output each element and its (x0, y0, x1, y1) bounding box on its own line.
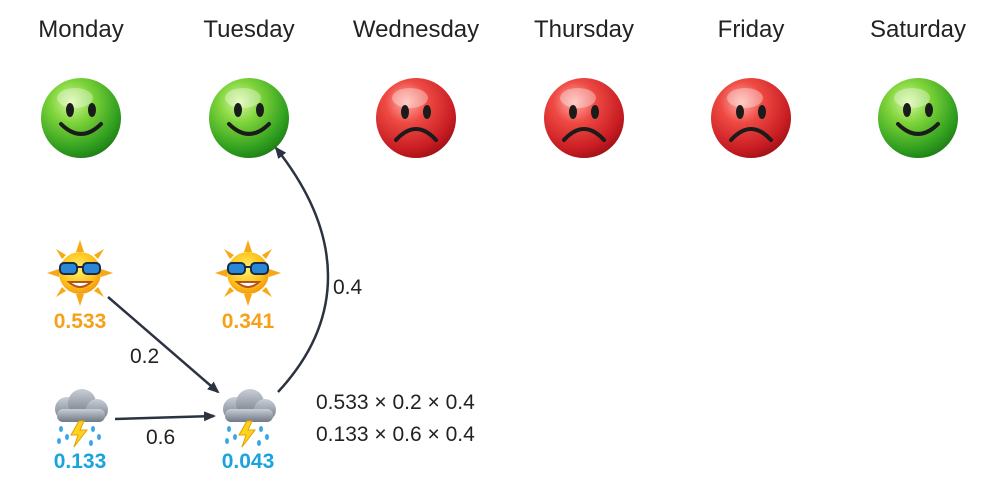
arrow-rainy-to-rainy (114, 411, 216, 422)
happy-face-icon (209, 78, 289, 158)
sun-with-sunglasses-icon (47, 240, 113, 306)
arrow-sunny-to-rainy (107, 296, 220, 394)
monday-sunny-probability: 0.533 (53, 310, 107, 333)
monday-rainy-probability: 0.133 (53, 450, 107, 473)
sad-face-icon (376, 78, 456, 158)
day-label-friday: Friday (717, 16, 785, 43)
happy-face-icon (41, 78, 121, 158)
sun-with-sunglasses-icon (215, 240, 281, 306)
formula-line-1: 0.533 × 0.2 × 0.4 (316, 391, 475, 414)
storm-cloud-icon (223, 389, 276, 448)
sad-face-icon (711, 78, 791, 158)
storm-cloud-icon (55, 389, 108, 448)
edge-label-rainy-to-rainy: 0.6 (146, 426, 176, 449)
day-label-thursday: Thursday (533, 16, 635, 43)
arrow-rainy-to-happy (274, 146, 330, 393)
tuesday-sunny-probability: 0.341 (221, 310, 275, 333)
edge-label-rainy-to-happy: 0.4 (333, 276, 363, 299)
day-label-wednesday: Wednesday (352, 16, 480, 43)
day-label-monday: Monday (38, 16, 124, 43)
tuesday-rainy-probability: 0.043 (221, 450, 275, 473)
happy-face-icon (878, 78, 958, 158)
day-label-saturday: Saturday (869, 16, 967, 43)
edge-label-sunny-to-rainy: 0.2 (130, 345, 160, 368)
sad-face-icon (544, 78, 624, 158)
day-label-tuesday: Tuesday (203, 16, 295, 43)
formula-line-2: 0.133 × 0.6 × 0.4 (316, 423, 475, 446)
